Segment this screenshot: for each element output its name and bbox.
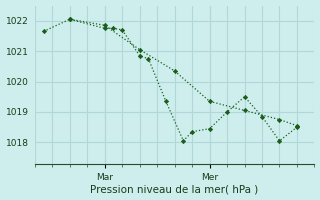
X-axis label: Pression niveau de la mer( hPa ): Pression niveau de la mer( hPa ): [91, 184, 259, 194]
